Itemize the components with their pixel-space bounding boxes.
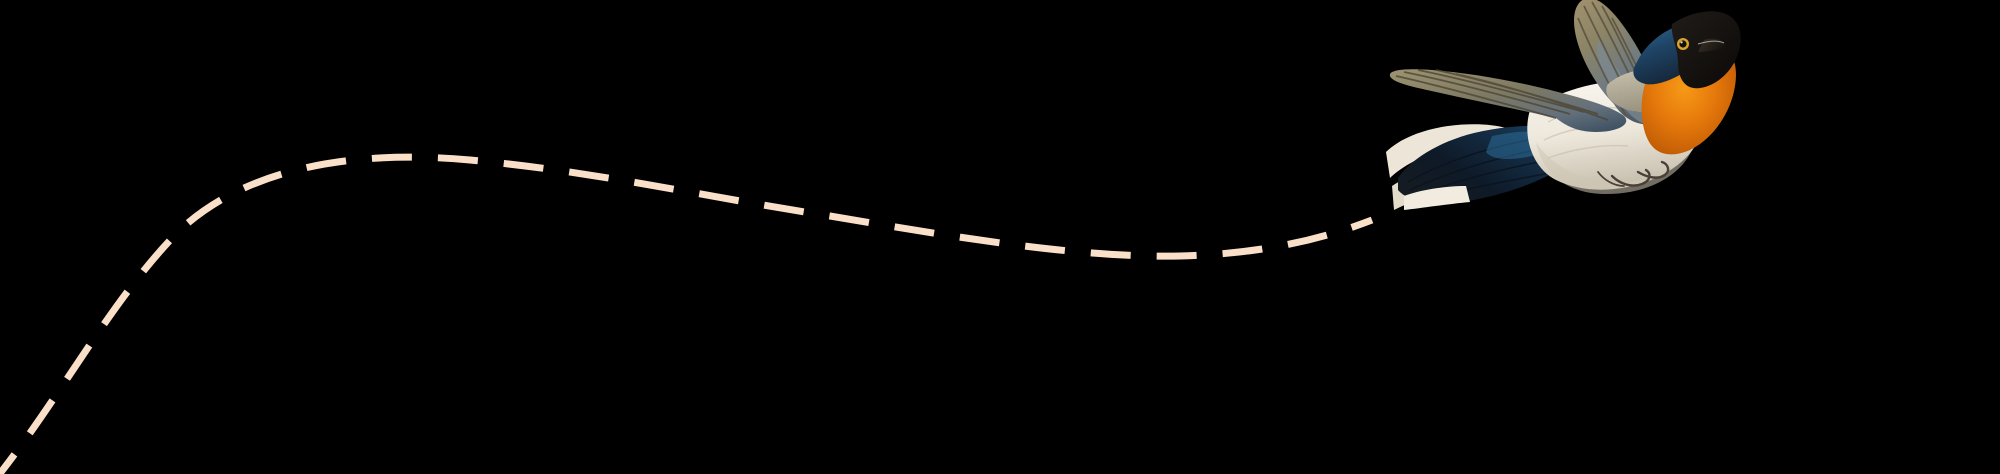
- flying-bird: [1386, 0, 1741, 210]
- foot-right: [1636, 160, 1670, 179]
- bird-feet: [1597, 160, 1670, 187]
- tail-white-wedge: [1404, 186, 1470, 210]
- lower-wing-feather-lines: [1395, 69, 1609, 121]
- flight-path-trail: [0, 153, 1374, 474]
- flight-trail-group: [0, 153, 1374, 474]
- eye-highlight: [1680, 41, 1683, 44]
- belly-shadow: [1536, 142, 1692, 194]
- lower-wing-shape: [1389, 69, 1627, 132]
- beak-upper-edge: [1697, 40, 1725, 45]
- eye-pupil: [1679, 40, 1687, 48]
- claw-toe: [1597, 171, 1625, 187]
- bird-head: [1633, 11, 1741, 155]
- foot-left: [1610, 168, 1651, 187]
- bird-lower-wing: [1389, 69, 1627, 132]
